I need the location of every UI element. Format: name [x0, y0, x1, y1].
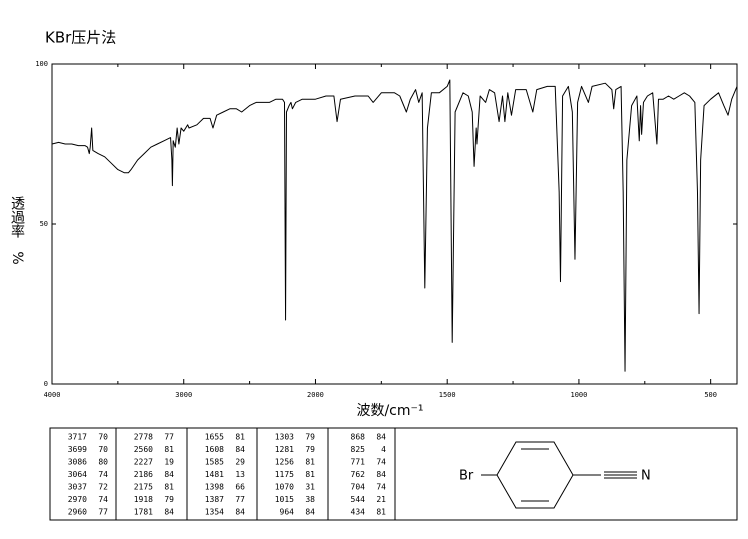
- y-axis-label: 透過率: [9, 196, 25, 238]
- peak-transmittance: 74: [376, 458, 386, 467]
- peak-wavenumber: 544: [351, 495, 366, 504]
- structure-label: Br: [459, 469, 474, 484]
- x-tick-label: 2000: [307, 391, 324, 399]
- peak-wavenumber: 1281: [275, 445, 294, 454]
- peak-wavenumber: 1387: [205, 495, 224, 504]
- peak-transmittance: 84: [376, 470, 386, 479]
- plot-frame: [51, 63, 738, 385]
- peak-transmittance: 79: [305, 433, 315, 442]
- peak-wavenumber: 1608: [205, 445, 224, 454]
- peak-wavenumber: 1655: [205, 433, 224, 442]
- peak-transmittance: 84: [235, 508, 245, 517]
- table-frame: [49, 427, 738, 521]
- x-tick-label: 4000: [44, 391, 61, 399]
- peak-wavenumber: 964: [280, 508, 295, 517]
- peak-wavenumber: 1015: [275, 495, 294, 504]
- structure-label: N: [641, 469, 651, 484]
- peak-wavenumber: 1256: [275, 458, 294, 467]
- peak-transmittance: 66: [235, 483, 245, 492]
- peak-transmittance: 38: [305, 495, 315, 504]
- peak-transmittance: 81: [305, 458, 315, 467]
- peak-wavenumber: 771: [351, 458, 366, 467]
- chart-title: KBr压片法: [45, 29, 116, 47]
- x-tick-label: 3000: [175, 391, 192, 399]
- peak-wavenumber: 2227: [134, 458, 153, 467]
- peak-transmittance: 84: [164, 470, 174, 479]
- peak-transmittance: 84: [376, 433, 386, 442]
- spectrum-line: [51, 79, 738, 372]
- peak-wavenumber: 825: [351, 445, 366, 454]
- peak-transmittance: 13: [235, 470, 245, 479]
- peak-wavenumber: 2960: [68, 508, 87, 517]
- peak-wavenumber: 868: [351, 433, 366, 442]
- peak-transmittance: 77: [98, 508, 108, 517]
- peak-transmittance: 79: [305, 445, 315, 454]
- peak-transmittance: 77: [164, 433, 174, 442]
- peak-transmittance: 31: [305, 483, 315, 492]
- peak-transmittance: 19: [164, 458, 174, 467]
- peak-wavenumber: 1354: [205, 508, 224, 517]
- peak-transmittance: 21: [376, 495, 386, 504]
- peak-transmittance: 81: [305, 470, 315, 479]
- peak-transmittance: 74: [376, 483, 386, 492]
- peak-wavenumber: 3717: [68, 433, 87, 442]
- peak-transmittance: 81: [376, 508, 386, 517]
- structure-bonds: [481, 441, 637, 509]
- peak-wavenumber: 1303: [275, 433, 294, 442]
- peak-wavenumber: 1398: [205, 483, 224, 492]
- peak-wavenumber: 1918: [134, 495, 153, 504]
- x-tick-label: 500: [704, 391, 717, 399]
- peak-wavenumber: 2970: [68, 495, 87, 504]
- peak-wavenumber: 2778: [134, 433, 153, 442]
- peak-transmittance: 74: [98, 495, 108, 504]
- y-tick-label: 50: [40, 220, 48, 228]
- x-tick-label: 1000: [570, 391, 587, 399]
- x-tick-label: 1500: [439, 391, 456, 399]
- peak-wavenumber: 2560: [134, 445, 153, 454]
- peak-transmittance: 84: [305, 508, 315, 517]
- peak-wavenumber: 1781: [134, 508, 153, 517]
- peak-transmittance: 84: [235, 445, 245, 454]
- y-tick-label: 0: [44, 380, 48, 388]
- peak-wavenumber: 2186: [134, 470, 153, 479]
- peak-transmittance: 81: [235, 433, 245, 442]
- peak-transmittance: 81: [164, 445, 174, 454]
- x-axis-label: 波数/cm⁻¹: [356, 403, 423, 419]
- peak-wavenumber: 3699: [68, 445, 87, 454]
- peak-wavenumber: 1585: [205, 458, 224, 467]
- peak-transmittance: 84: [164, 508, 174, 517]
- peak-wavenumber: 704: [351, 483, 366, 492]
- peak-wavenumber: 1481: [205, 470, 224, 479]
- table-dividers: [115, 428, 396, 520]
- peak-transmittance: 77: [235, 495, 245, 504]
- peak-wavenumber: 3064: [68, 470, 87, 479]
- peak-transmittance: 80: [98, 458, 108, 467]
- peak-wavenumber: 3086: [68, 458, 87, 467]
- peak-wavenumber: 1070: [275, 483, 294, 492]
- peak-transmittance: 29: [235, 458, 245, 467]
- y-tick-label: 100: [35, 60, 48, 68]
- peak-transmittance: 79: [164, 495, 174, 504]
- peak-wavenumber: 2175: [134, 483, 153, 492]
- peak-wavenumber: 762: [351, 470, 366, 479]
- y-axis-unit: %: [9, 251, 25, 264]
- peak-transmittance: 74: [98, 470, 108, 479]
- peak-transmittance: 81: [164, 483, 174, 492]
- peak-wavenumber: 3037: [68, 483, 87, 492]
- peak-transmittance: 4: [381, 445, 386, 454]
- peak-transmittance: 70: [98, 433, 108, 442]
- peak-transmittance: 72: [98, 483, 108, 492]
- peak-wavenumber: 1175: [275, 470, 294, 479]
- peak-wavenumber: 434: [351, 508, 366, 517]
- peak-transmittance: 70: [98, 445, 108, 454]
